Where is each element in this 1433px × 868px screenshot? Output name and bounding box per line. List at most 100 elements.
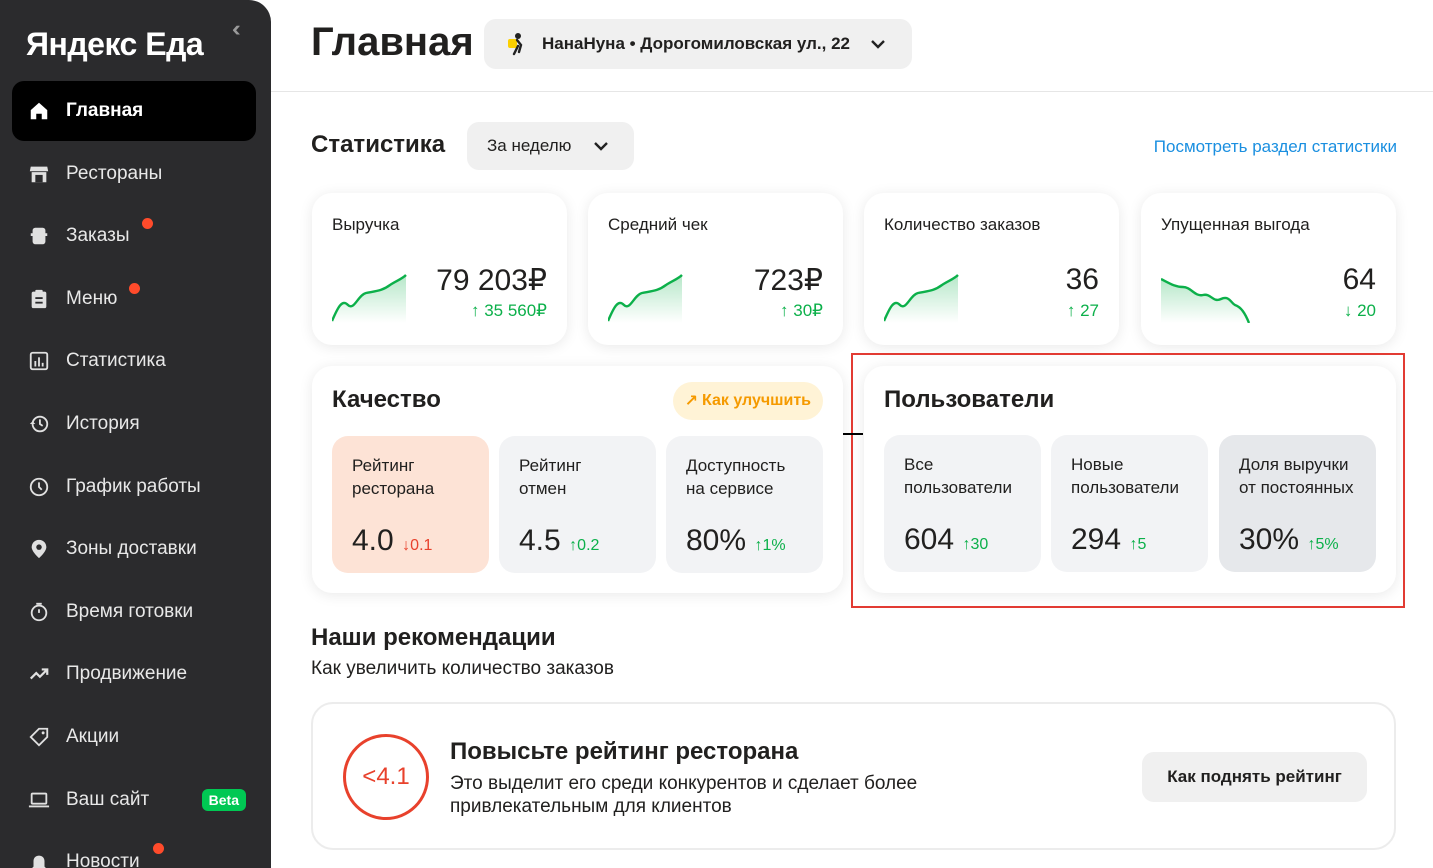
sparkline-up [332, 274, 407, 323]
sub-label-line: Рейтинг [352, 456, 415, 475]
sidebar-item-your-site[interactable]: Ваш сайт Beta [12, 770, 256, 830]
recommendations-title: Наши рекомендации [311, 624, 556, 651]
metric-label: Средний чек [608, 215, 708, 234]
cursor-line [843, 433, 863, 435]
sub-value: 294 ↑5 [1071, 523, 1146, 557]
page-title: Главная [311, 20, 474, 64]
recommendation-card: <4.1 Повысьте рейтинг ресторана Это выде… [311, 702, 1396, 850]
quality-item-restaurant-rating[interactable]: Рейтинг ресторана 4.0 ↓0.1 [332, 436, 489, 573]
app-logo[interactable]: Яндекс Еда [26, 26, 204, 62]
period-select[interactable]: За неделю [467, 122, 634, 170]
chevron-down-icon [870, 34, 886, 54]
metric-label: Упущенная выгода [1161, 215, 1310, 234]
clock-icon [26, 474, 52, 500]
stats-link[interactable]: Посмотреть раздел статистики [1153, 137, 1397, 156]
metric-card-average-check[interactable]: Средний чек 723₽ ↑ 30₽ [588, 193, 843, 345]
raise-rating-button[interactable]: Как поднять рейтинг [1142, 752, 1367, 802]
sub-delta: ↑0.2 [564, 537, 600, 554]
sub-value-number: 80% [686, 524, 747, 557]
location-pin-icon [26, 536, 52, 562]
metric-delta-value: 30₽ [793, 301, 823, 320]
sub-delta: ↑5% [1303, 536, 1339, 553]
sidebar-item-home[interactable]: Главная [12, 81, 256, 141]
notification-dot [129, 282, 140, 294]
place-select[interactable]: НанаНуна • Дорогомиловская ул., 22 [484, 19, 912, 69]
recommendation-heading: Повысьте рейтинг ресторана [450, 738, 799, 765]
sidebar-item-promotion[interactable]: Продвижение [12, 644, 256, 704]
sub-value: 80% ↑1% [686, 524, 786, 558]
users-item-all[interactable]: Все пользователи 604 ↑30 [884, 435, 1041, 572]
sparkline-up [884, 274, 959, 323]
sub-label-line: Новые [1071, 455, 1124, 474]
sidebar-item-orders[interactable]: Заказы [12, 206, 256, 266]
sidebar-item-news[interactable]: Новости [12, 832, 256, 868]
sub-delta-value: 1% [762, 537, 786, 554]
highlight-frame [851, 353, 1405, 608]
improve-label: Как улучшить [702, 392, 811, 409]
bell-icon [26, 849, 52, 868]
sidebar-item-label: Меню [66, 287, 118, 309]
sub-label-line: пользователи [904, 478, 1012, 497]
sidebar-item-label: Новости [66, 851, 140, 868]
metric-delta: ↑ 27 [1067, 301, 1099, 321]
quality-title: Качество [332, 386, 441, 413]
sub-delta-value: 5 [1137, 536, 1147, 553]
metric-card-lost-profit[interactable]: Упущенная выгода 64 ↓ 20 [1141, 193, 1396, 345]
sidebar-item-label: Акции [66, 725, 120, 747]
metric-card-revenue[interactable]: Выручка 79 203₽ ↑ 35 560₽ [312, 193, 567, 345]
sub-delta-value: 5% [1315, 536, 1339, 553]
sidebar-item-label: Зоны доставки [66, 538, 197, 560]
sidebar-item-cooking-time[interactable]: Время готовки [12, 582, 256, 642]
sidebar-item-statistics[interactable]: Статистика [12, 331, 256, 391]
sidebar-item-label: Статистика [66, 350, 166, 372]
sub-value-number: 294 [1071, 523, 1122, 556]
sidebar-item-label: Главная [66, 100, 144, 121]
sidebar-item-restaurants[interactable]: Рестораны [12, 144, 256, 204]
quality-card: Качество ↗ Как улучшить Рейтинг ресторана… [312, 366, 843, 593]
sub-delta: ↑1% [750, 537, 786, 554]
recommendations-subtitle: Как увеличить количество заказов [311, 658, 614, 679]
sub-label-line: на сервисе [686, 479, 774, 498]
sub-value-number: 604 [904, 523, 955, 556]
beta-badge: Beta [201, 788, 246, 811]
laptop-icon [26, 787, 52, 813]
sub-label: Доля выручки от постоянных [1239, 453, 1354, 499]
quality-item-cancel-rating[interactable]: Рейтинг отмен 4.5 ↑0.2 [499, 436, 656, 573]
metric-value: 79 203₽ [436, 264, 547, 297]
sidebar-item-schedule[interactable]: График работы [12, 457, 256, 517]
metric-delta-value: 27 [1080, 301, 1099, 320]
rating-circle: <4.1 [343, 734, 429, 820]
menu-clipboard-icon [26, 286, 52, 312]
sub-label-line: ресторана [352, 479, 435, 498]
trend-up-icon [26, 661, 52, 687]
arrow-up-icon: ↑ [780, 301, 789, 320]
sub-label: Новые пользователи [1071, 453, 1179, 499]
sub-label-line: отмен [519, 479, 567, 498]
sub-label-line: Все [904, 455, 934, 474]
arrow-up-icon: ↑ [470, 301, 480, 320]
sub-value: 4.0 ↓0.1 [352, 524, 432, 558]
sub-value: 30% ↑5% [1239, 523, 1339, 557]
sidebar-item-menu[interactable]: Меню [12, 269, 256, 329]
sidebar: Яндекс Еда ‹‹ Главная Рестораны Заказы [0, 0, 271, 868]
sub-label-line: Доступность [686, 456, 786, 475]
sub-delta: ↑30 [958, 536, 989, 553]
metric-card-orders-count[interactable]: Количество заказов 36 ↑ 27 [864, 193, 1119, 345]
notification-dot [153, 843, 164, 855]
improve-button[interactable]: ↗ Как улучшить [672, 382, 823, 420]
sub-value-number: 4.0 [352, 524, 394, 557]
users-item-returning-share[interactable]: Доля выручки от постоянных 30% ↑5% [1219, 435, 1376, 572]
metric-value: 723₽ [753, 264, 823, 297]
sidebar-item-delivery-zones[interactable]: Зоны доставки [12, 519, 256, 579]
users-title: Пользователи [884, 386, 1055, 413]
place-label: НанаНуна • Дорогомиловская ул., 22 [542, 34, 850, 53]
sidebar-item-label: Рестораны [66, 162, 163, 184]
sub-delta-value: 30 [970, 536, 989, 553]
recommendation-text: Это выделит его среди конкурентов и сдел… [450, 773, 918, 817]
sidebar-item-sales[interactable]: Акции [12, 707, 256, 767]
sub-value-number: 30% [1239, 523, 1300, 556]
sidebar-item-history[interactable]: История [12, 394, 256, 454]
quality-item-availability[interactable]: Доступность на сервисе 80% ↑1% [666, 436, 823, 573]
users-item-new[interactable]: Новые пользователи 294 ↑5 [1051, 435, 1208, 572]
chevrons-left-icon[interactable]: ‹‹ [232, 16, 240, 41]
